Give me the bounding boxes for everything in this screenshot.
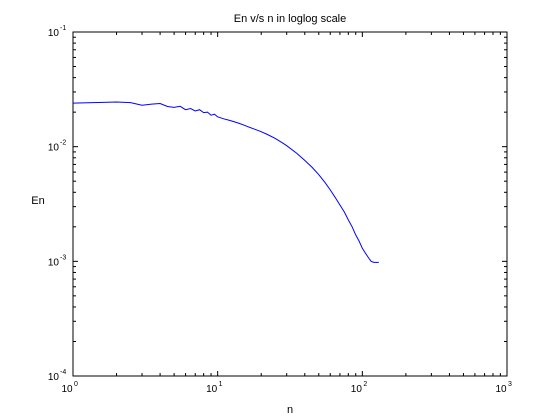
x-tick-exponent: 1 <box>219 381 223 388</box>
x-tick-label: 10 <box>61 384 73 395</box>
y-tick-exponent: -4 <box>60 369 66 376</box>
series-layer <box>72 101 379 263</box>
chart-title: En v/s n in loglog scale <box>234 13 347 25</box>
x-tick-label: 10 <box>495 384 507 395</box>
y-tick-label: 10 <box>48 372 60 383</box>
x-tick-exponent: 2 <box>363 381 367 388</box>
x-tick-exponent: 3 <box>508 381 512 388</box>
y-tick-exponent: -3 <box>60 254 66 261</box>
x-tick-label: 10 <box>351 384 363 395</box>
x-tick-label: 10 <box>206 384 218 395</box>
x-tick-exponent: 0 <box>74 381 78 388</box>
x-axis-label: n <box>287 404 293 416</box>
y-tick-label: 10 <box>48 28 60 39</box>
y-tick-label: 10 <box>48 257 60 268</box>
series-line <box>72 101 379 263</box>
axis-ticks: 10 0 10 1 10 2 10 310 -410 -310 -210 -1 <box>48 25 512 395</box>
y-tick-exponent: -1 <box>60 25 66 32</box>
y-axis-label: En <box>31 195 44 207</box>
y-tick-exponent: -2 <box>60 140 66 147</box>
y-tick-label: 10 <box>48 143 60 154</box>
plot-area <box>72 31 508 377</box>
